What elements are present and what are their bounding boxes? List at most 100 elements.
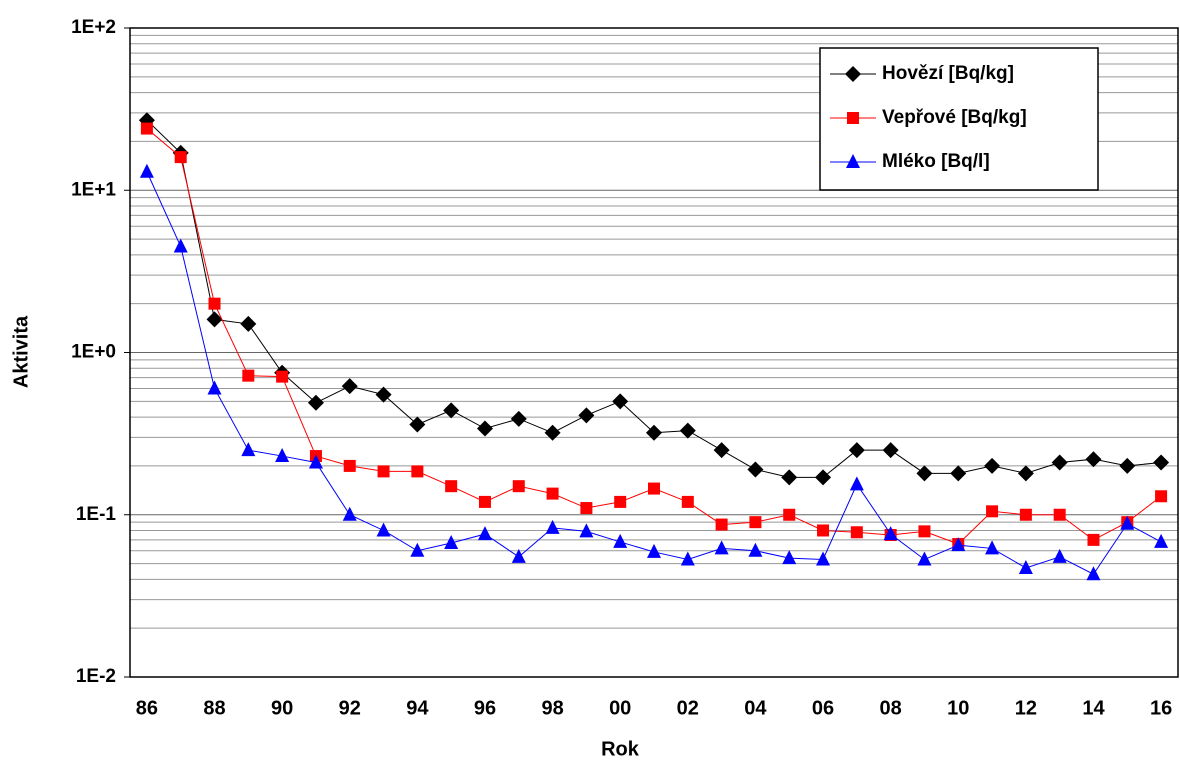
marker: [579, 523, 594, 538]
marker: [918, 525, 931, 538]
marker: [139, 163, 154, 178]
series-line: [146, 171, 1162, 575]
marker: [343, 459, 356, 472]
marker: [715, 518, 728, 531]
marker: [815, 469, 832, 486]
marker: [646, 424, 662, 441]
marker: [1017, 465, 1034, 482]
marker: [882, 442, 899, 459]
marker: [850, 526, 863, 539]
y-tick-label: 1E+2: [71, 17, 116, 38]
x-tick-label: 90: [271, 697, 293, 719]
marker: [985, 540, 1000, 555]
marker: [208, 297, 221, 310]
marker: [1155, 490, 1168, 503]
x-tick-label: 96: [474, 697, 496, 719]
marker: [747, 461, 764, 478]
marker: [377, 465, 390, 478]
marker: [749, 516, 762, 529]
marker: [984, 457, 1001, 474]
marker: [444, 534, 459, 549]
marker: [681, 495, 694, 508]
x-tick-label: 10: [947, 697, 969, 719]
marker: [1120, 515, 1135, 530]
marker: [679, 422, 696, 439]
marker: [816, 551, 831, 566]
marker: [409, 416, 426, 433]
x-tick-label: 02: [677, 697, 699, 719]
marker: [510, 410, 527, 427]
x-tick-label: 98: [541, 697, 563, 719]
marker: [376, 522, 391, 537]
x-axis-label: Rok: [601, 738, 640, 760]
x-tick-label: 16: [1150, 697, 1172, 719]
marker: [544, 424, 561, 441]
marker: [1052, 548, 1067, 563]
marker: [512, 480, 525, 493]
marker: [411, 465, 424, 478]
marker: [1019, 508, 1032, 521]
marker: [174, 151, 187, 164]
marker: [207, 380, 222, 395]
series-line: [146, 128, 1162, 545]
marker: [647, 543, 661, 558]
marker: [241, 442, 256, 457]
marker: [1086, 566, 1101, 581]
x-tick-label: 00: [609, 697, 631, 719]
marker: [545, 519, 560, 534]
marker: [1053, 508, 1066, 521]
x-tick-label: 12: [1015, 697, 1037, 719]
marker: [275, 448, 290, 463]
marker: [714, 540, 729, 555]
marker: [206, 311, 223, 328]
marker: [713, 442, 730, 459]
plot-border: [129, 27, 1179, 678]
marker: [342, 506, 357, 521]
marker: [443, 402, 460, 419]
marker: [883, 526, 898, 541]
x-tick-label: 88: [203, 697, 225, 719]
marker: [477, 526, 492, 541]
marker: [140, 122, 153, 135]
x-tick-label: 86: [136, 697, 158, 719]
marker: [648, 482, 660, 495]
marker: [612, 393, 629, 410]
marker: [748, 542, 763, 557]
legend-label: Mléko [Bq/l]: [882, 151, 990, 172]
x-tick-label: 92: [339, 697, 361, 719]
marker: [173, 238, 188, 253]
marker: [680, 551, 695, 566]
marker: [849, 476, 864, 491]
y-tick-label: 1E+1: [71, 179, 116, 200]
legend-label: Hovězí [Bq/kg]: [882, 63, 1014, 84]
marker: [847, 112, 859, 124]
marker: [845, 66, 861, 82]
marker: [410, 542, 425, 557]
marker: [817, 524, 830, 537]
marker: [1153, 454, 1170, 471]
marker: [546, 487, 559, 500]
x-tick-label: 08: [880, 697, 902, 719]
marker: [1018, 559, 1033, 574]
marker: [614, 495, 627, 508]
marker: [846, 154, 860, 168]
x-tick-label: 14: [1082, 697, 1105, 719]
marker: [341, 378, 358, 395]
marker: [1154, 533, 1169, 548]
marker: [276, 370, 289, 383]
legend-label: Vepřové [Bq/kg]: [882, 107, 1027, 128]
marker: [578, 407, 595, 424]
marker: [950, 465, 967, 482]
y-tick-label: 1E-1: [76, 504, 117, 525]
marker: [511, 548, 526, 563]
marker: [445, 480, 458, 493]
marker: [478, 495, 491, 508]
marker: [1085, 451, 1102, 468]
marker: [783, 508, 796, 521]
y-tick-label: 1E+0: [71, 342, 116, 363]
marker: [781, 469, 798, 486]
marker: [307, 394, 324, 411]
marker: [580, 502, 593, 515]
marker: [242, 369, 255, 382]
